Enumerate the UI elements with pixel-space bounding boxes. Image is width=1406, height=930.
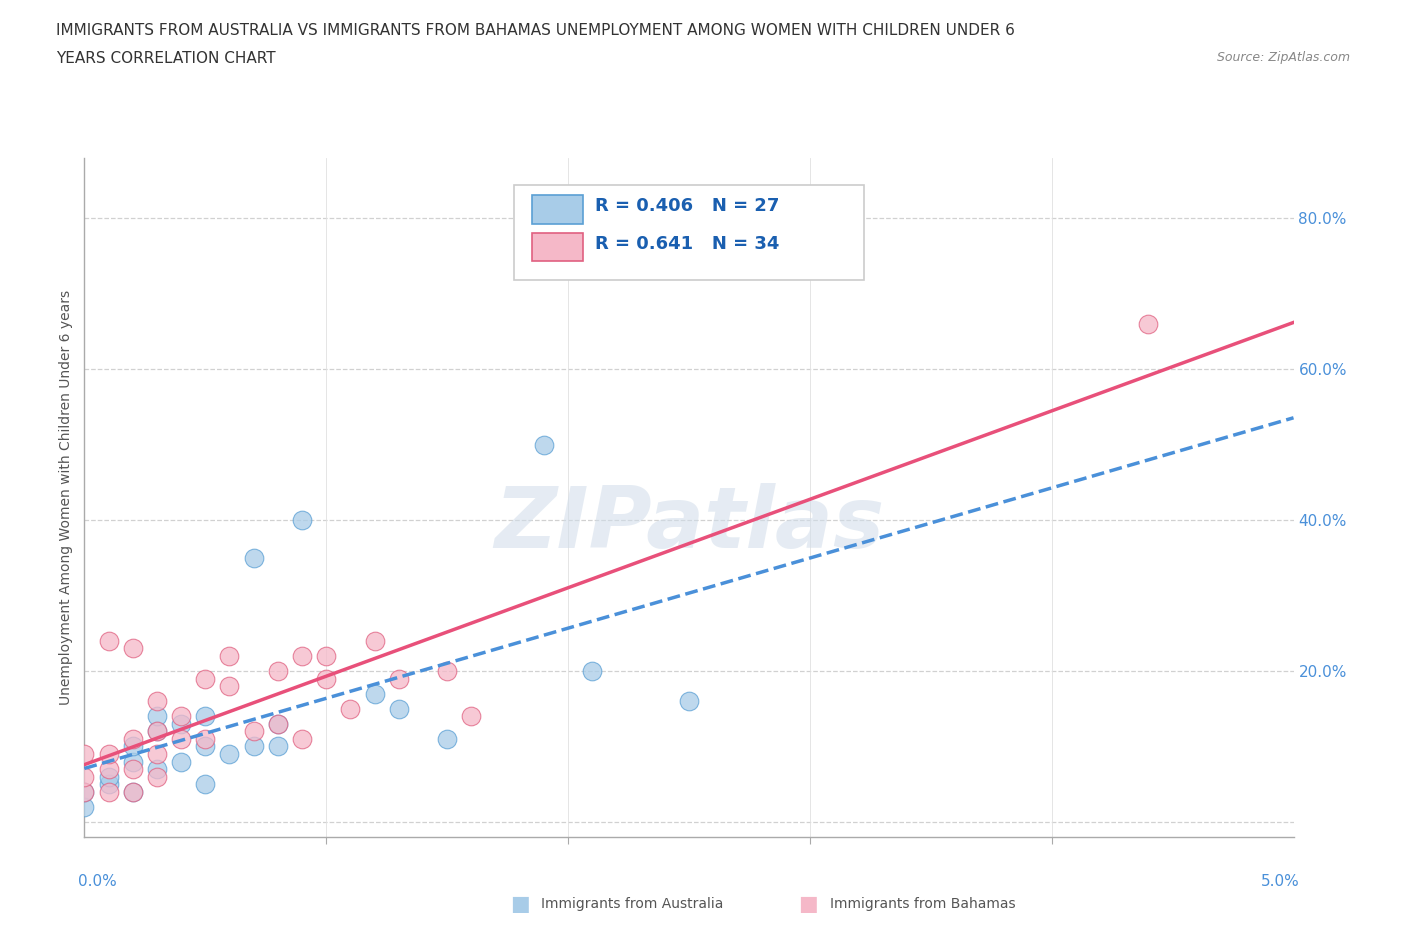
Point xyxy=(97,633,120,648)
Point xyxy=(194,777,217,791)
Point xyxy=(97,784,120,799)
Point xyxy=(146,694,169,709)
Point xyxy=(194,671,217,686)
Point xyxy=(315,671,337,686)
Point xyxy=(121,784,143,799)
Point xyxy=(315,648,337,663)
Point xyxy=(460,709,482,724)
Text: 5.0%: 5.0% xyxy=(1261,874,1299,889)
Point xyxy=(218,648,240,663)
Text: IMMIGRANTS FROM AUSTRALIA VS IMMIGRANTS FROM BAHAMAS UNEMPLOYMENT AMONG WOMEN WI: IMMIGRANTS FROM AUSTRALIA VS IMMIGRANTS … xyxy=(56,23,1015,38)
Point xyxy=(170,716,193,731)
Point xyxy=(73,784,96,799)
Point xyxy=(291,648,314,663)
Point xyxy=(146,724,169,738)
Point xyxy=(242,551,264,565)
Point xyxy=(121,762,143,777)
Text: R = 0.406   N = 27: R = 0.406 N = 27 xyxy=(595,197,779,216)
Point xyxy=(73,784,96,799)
Point xyxy=(146,762,169,777)
Text: 0.0%: 0.0% xyxy=(79,874,117,889)
Text: ZIPatlas: ZIPatlas xyxy=(494,484,884,566)
Point xyxy=(121,784,143,799)
Point xyxy=(218,747,240,762)
Point xyxy=(388,671,411,686)
Point xyxy=(73,769,96,784)
Point xyxy=(146,709,169,724)
Point xyxy=(121,754,143,769)
Point xyxy=(267,716,290,731)
Text: Source: ZipAtlas.com: Source: ZipAtlas.com xyxy=(1216,51,1350,64)
Text: ■: ■ xyxy=(799,894,818,914)
Point xyxy=(388,701,411,716)
Text: Immigrants from Bahamas: Immigrants from Bahamas xyxy=(830,897,1015,911)
Point xyxy=(146,747,169,762)
Point xyxy=(678,694,700,709)
Point xyxy=(1137,316,1160,331)
FancyBboxPatch shape xyxy=(531,232,582,261)
Point xyxy=(170,754,193,769)
Point xyxy=(121,732,143,747)
Point xyxy=(170,709,193,724)
Point xyxy=(73,747,96,762)
FancyBboxPatch shape xyxy=(531,195,582,224)
Point xyxy=(194,709,217,724)
Point xyxy=(436,732,458,747)
Point xyxy=(363,633,385,648)
Point xyxy=(121,641,143,656)
Point xyxy=(146,724,169,738)
Point xyxy=(121,739,143,754)
FancyBboxPatch shape xyxy=(513,185,865,280)
Point xyxy=(291,512,314,527)
Point xyxy=(97,769,120,784)
Point xyxy=(242,739,264,754)
Point xyxy=(533,437,555,452)
Text: R = 0.641   N = 34: R = 0.641 N = 34 xyxy=(595,234,779,253)
Text: ■: ■ xyxy=(510,894,530,914)
Y-axis label: Unemployment Among Women with Children Under 6 years: Unemployment Among Women with Children U… xyxy=(59,290,73,705)
Point xyxy=(267,664,290,679)
Point xyxy=(436,664,458,679)
Point xyxy=(97,762,120,777)
Point xyxy=(581,664,603,679)
Point xyxy=(146,769,169,784)
Point xyxy=(267,739,290,754)
Text: Immigrants from Australia: Immigrants from Australia xyxy=(541,897,724,911)
Point xyxy=(73,800,96,815)
Point xyxy=(170,732,193,747)
Point xyxy=(291,732,314,747)
Point xyxy=(97,777,120,791)
Point xyxy=(267,716,290,731)
Text: YEARS CORRELATION CHART: YEARS CORRELATION CHART xyxy=(56,51,276,66)
Point xyxy=(218,679,240,694)
Point xyxy=(339,701,361,716)
Point xyxy=(194,739,217,754)
Point xyxy=(97,747,120,762)
Point xyxy=(363,686,385,701)
Point xyxy=(194,732,217,747)
Point xyxy=(242,724,264,738)
